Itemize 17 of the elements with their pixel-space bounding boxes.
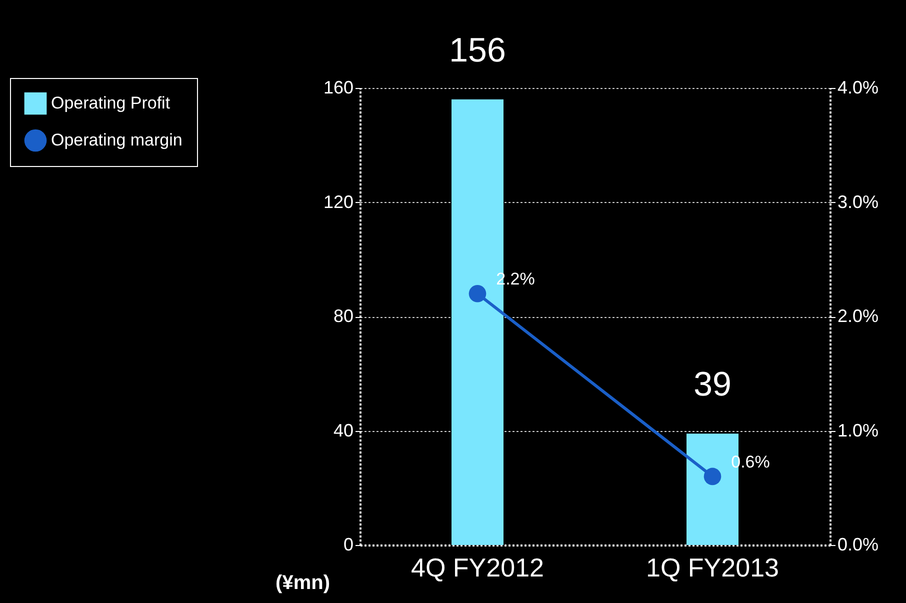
x-tick-label: 4Q FY2012 — [411, 552, 544, 582]
text: (¥mn) — [276, 572, 330, 594]
y-tick-label: 160 — [323, 78, 354, 98]
data-label: 156 — [449, 31, 506, 70]
x-tick-label: 1Q FY2013 — [646, 552, 779, 582]
y-tick-label: 80 — [333, 306, 354, 326]
y2-tick-label: 0.0% — [838, 534, 879, 554]
y-tick-label: 40 — [333, 420, 354, 440]
y2-tick-label: 3.0% — [838, 192, 879, 212]
y-tick-label: 0 — [343, 534, 354, 554]
y2-tick-label: 1.0% — [838, 420, 879, 440]
data-label: 39 — [694, 366, 732, 404]
y-tick-label: 120 — [323, 192, 354, 212]
legend-label: Operating Profit — [51, 94, 170, 112]
y2-tick-label: 4.0% — [838, 78, 879, 98]
legend-label: Operating margin — [51, 130, 182, 150]
y2-tick-label: 2.0% — [838, 306, 879, 326]
